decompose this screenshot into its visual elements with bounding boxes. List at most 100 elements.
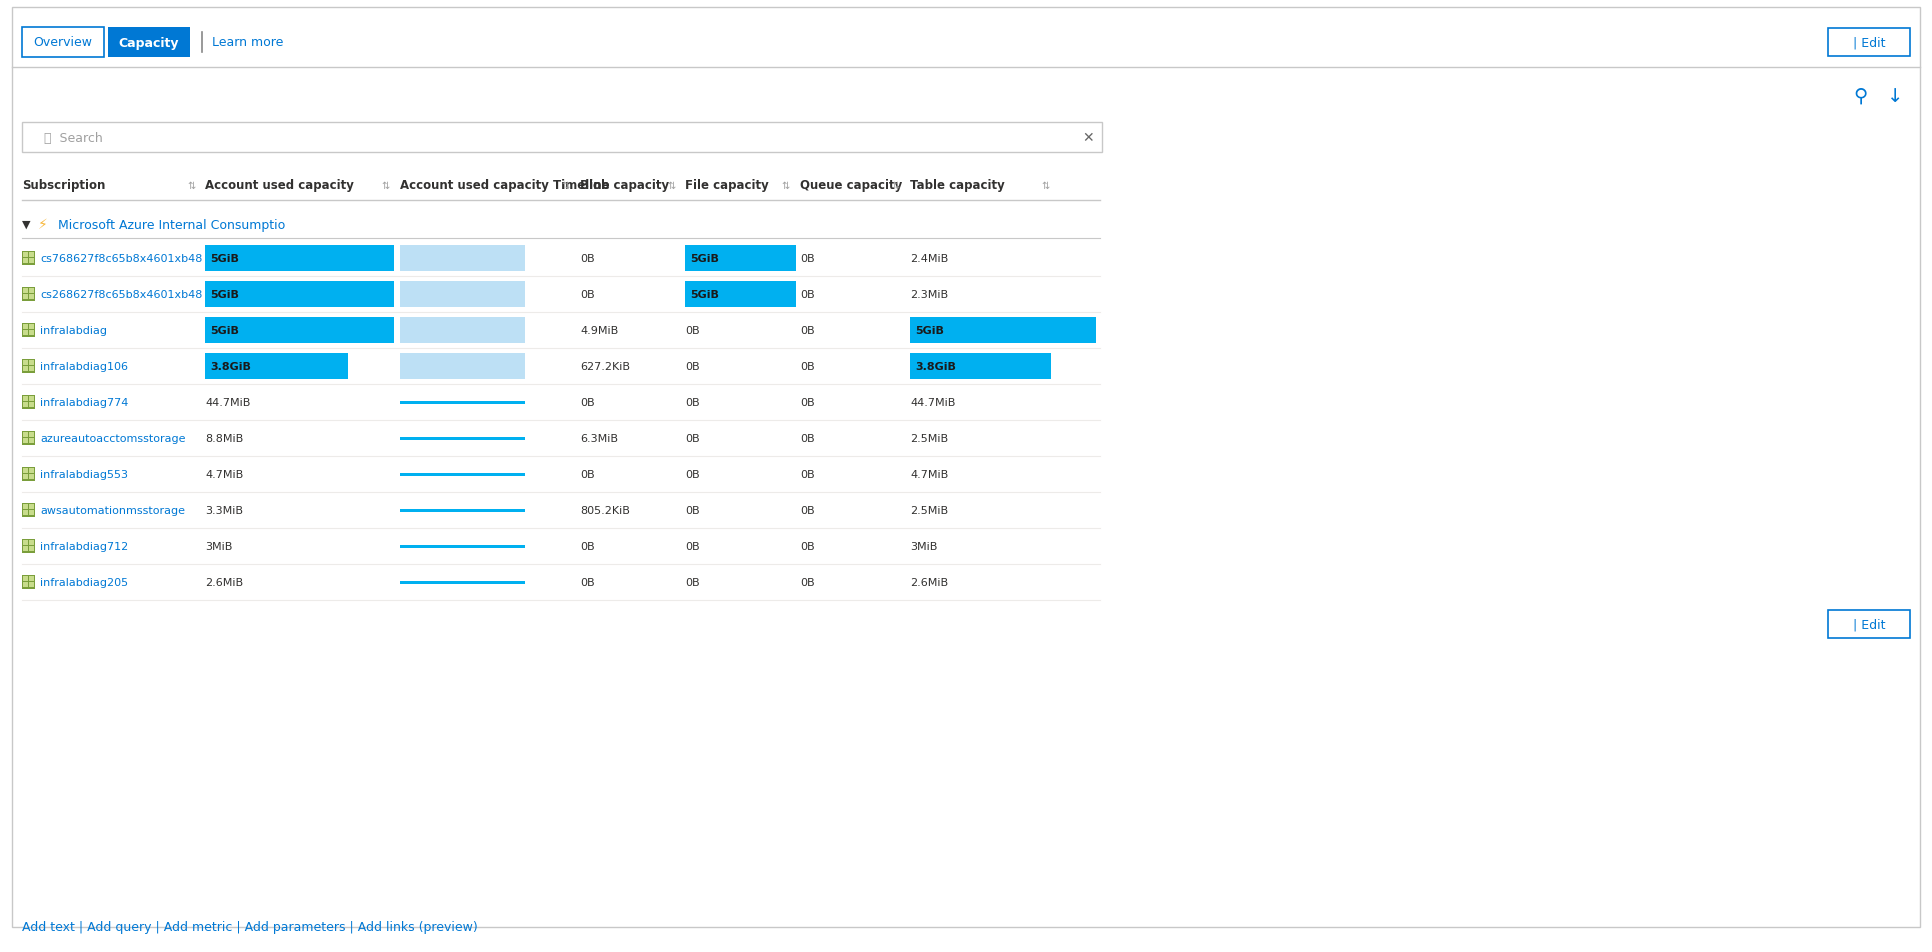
Text: infralabdiag: infralabdiag (41, 326, 106, 336)
Bar (23, 474, 27, 480)
Text: ⚲: ⚲ (1853, 87, 1866, 106)
Bar (910, 353, 1051, 380)
Bar (23, 541, 27, 545)
Bar (400, 581, 526, 584)
Bar (21, 396, 35, 409)
Bar (29, 361, 35, 366)
Text: 0B: 0B (580, 289, 595, 300)
Text: 0B: 0B (686, 469, 699, 480)
Bar (23, 397, 27, 402)
Text: Queue capacity: Queue capacity (800, 179, 902, 192)
Bar (400, 437, 526, 440)
Bar (23, 583, 27, 587)
Text: 2.3MiB: 2.3MiB (910, 289, 949, 300)
Bar (29, 288, 35, 293)
Bar (23, 576, 27, 582)
Text: 0B: 0B (686, 578, 699, 587)
Text: 0B: 0B (800, 578, 815, 587)
Text: 44.7MiB: 44.7MiB (910, 398, 956, 407)
Text: awsautomationmsstorage: awsautomationmsstorage (41, 506, 185, 515)
Bar (21, 251, 35, 266)
Text: ⇅: ⇅ (782, 181, 790, 190)
Bar (29, 367, 35, 371)
Bar (23, 468, 27, 473)
Bar (400, 509, 526, 512)
Text: 5GiB: 5GiB (211, 254, 240, 264)
Text: 2.6MiB: 2.6MiB (910, 578, 949, 587)
Text: Table capacity: Table capacity (910, 179, 1005, 192)
Bar (23, 367, 27, 371)
Text: 0B: 0B (686, 506, 699, 515)
Text: ⚡: ⚡ (39, 218, 48, 231)
Bar (23, 361, 27, 366)
Bar (29, 295, 35, 300)
Bar (205, 353, 348, 380)
Bar (21, 431, 35, 446)
Bar (29, 439, 35, 444)
Bar (1828, 610, 1911, 639)
Bar (21, 467, 35, 482)
Text: 3.3MiB: 3.3MiB (205, 506, 243, 515)
Text: 0B: 0B (800, 433, 815, 444)
Bar (21, 28, 104, 58)
Text: 0B: 0B (686, 542, 699, 551)
Text: Subscription: Subscription (21, 179, 106, 192)
Text: 2.4MiB: 2.4MiB (910, 254, 949, 264)
Text: Capacity: Capacity (118, 36, 180, 50)
Text: azureautoacctomsstorage: azureautoacctomsstorage (41, 433, 185, 444)
Bar (23, 295, 27, 300)
Bar (29, 330, 35, 336)
Bar (23, 252, 27, 258)
Bar (29, 325, 35, 329)
Text: ⇅: ⇅ (562, 181, 570, 190)
Bar (400, 353, 526, 380)
Bar (29, 583, 35, 587)
Bar (400, 545, 526, 548)
Bar (910, 318, 1095, 344)
Bar (21, 504, 35, 518)
Text: ⇅: ⇅ (1041, 181, 1051, 190)
Text: ⇅: ⇅ (893, 181, 900, 190)
Text: 5GiB: 5GiB (690, 254, 719, 264)
Text: Add text | Add query | Add metric | Add parameters | Add links (preview): Add text | Add query | Add metric | Add … (21, 921, 477, 934)
Text: 0B: 0B (800, 362, 815, 371)
Text: 5GiB: 5GiB (211, 289, 240, 300)
Text: ⇅: ⇅ (667, 181, 674, 190)
Text: ⇅: ⇅ (383, 181, 390, 190)
Text: Overview: Overview (33, 36, 93, 50)
Text: 0B: 0B (686, 433, 699, 444)
Bar (29, 510, 35, 515)
Text: 2.6MiB: 2.6MiB (205, 578, 243, 587)
Text: 5GiB: 5GiB (690, 289, 719, 300)
Text: Account used capacity: Account used capacity (205, 179, 354, 192)
Bar (686, 282, 796, 307)
Bar (23, 259, 27, 264)
Text: infralabdiag553: infralabdiag553 (41, 469, 128, 480)
Bar (29, 397, 35, 402)
Bar (108, 28, 189, 58)
Bar (21, 540, 35, 553)
Bar (29, 252, 35, 258)
Text: ▼: ▼ (21, 220, 31, 229)
Text: 44.7MiB: 44.7MiB (205, 398, 251, 407)
Text: 2.5MiB: 2.5MiB (910, 433, 949, 444)
Bar (23, 505, 27, 509)
Text: 0B: 0B (686, 326, 699, 336)
Text: 0B: 0B (800, 254, 815, 264)
Text: 3MiB: 3MiB (205, 542, 232, 551)
Text: 0B: 0B (800, 398, 815, 407)
Bar (400, 318, 526, 344)
Text: | Edit: | Edit (1853, 36, 1886, 50)
Bar (29, 541, 35, 545)
Text: 627.2KiB: 627.2KiB (580, 362, 630, 371)
Text: infralabdiag774: infralabdiag774 (41, 398, 128, 407)
Text: 6.3MiB: 6.3MiB (580, 433, 618, 444)
Bar (29, 505, 35, 509)
Text: 0B: 0B (686, 398, 699, 407)
Text: ↓: ↓ (1888, 87, 1903, 106)
Bar (686, 246, 796, 271)
Bar (29, 546, 35, 551)
Text: 3.8GiB: 3.8GiB (211, 362, 251, 371)
Text: 2.5MiB: 2.5MiB (910, 506, 949, 515)
Bar (21, 360, 35, 373)
